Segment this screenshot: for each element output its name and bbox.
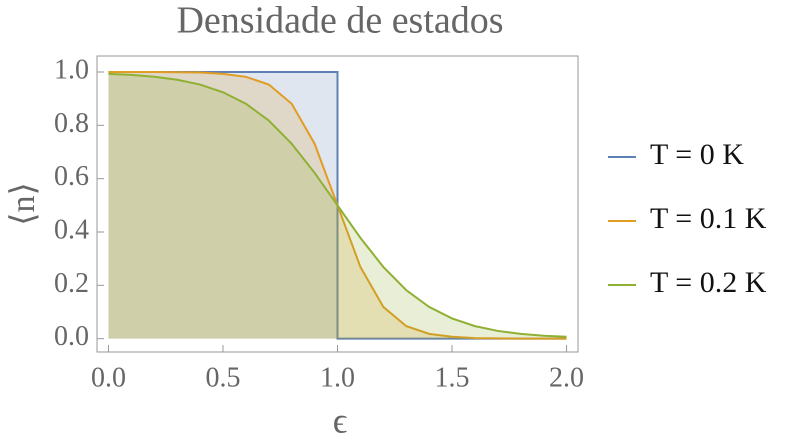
y-tick-label: 1.0 (54, 54, 89, 85)
x-tick-label: 2.0 (549, 362, 584, 393)
line (108, 72, 567, 338)
y-tick-label: 0.4 (54, 214, 89, 245)
y-tick-label: 0.0 (54, 321, 89, 352)
y-tick-label: 0.6 (54, 161, 89, 192)
legend-label: T = 0.2 K (650, 266, 767, 299)
x-axis-label: ϵ (333, 400, 348, 440)
x-tick-label: 0.0 (91, 362, 126, 393)
y-tick-label: 0.8 (54, 108, 89, 139)
chart-title: Densidade de estados (176, 0, 503, 42)
y-axis-label: ⟨n⟩ (5, 182, 42, 226)
legend-label: T = 0 K (650, 138, 744, 171)
x-tick-label: 0.5 (205, 362, 240, 393)
y-tick-label: 0.2 (54, 268, 89, 299)
x-tick-label: 1.5 (435, 362, 470, 393)
legend-label: T = 0.1 K (650, 202, 767, 235)
x-tick-label: 1.0 (320, 362, 355, 393)
